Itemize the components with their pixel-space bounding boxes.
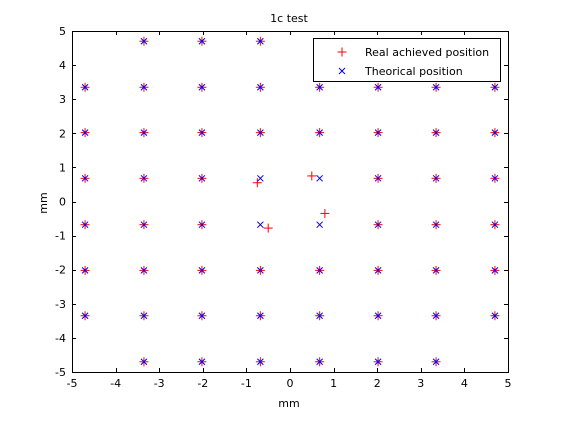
y-axis-label: mm — [37, 192, 50, 213]
x-tick-label: 3 — [417, 377, 424, 390]
legend-label: Theorical position — [364, 65, 463, 78]
data-point-x-marker — [140, 174, 148, 182]
x-tick-label: -5 — [67, 377, 78, 390]
data-point-x-marker — [81, 83, 89, 91]
data-point-x-marker — [198, 267, 206, 274]
data-point-x-marker — [198, 83, 206, 91]
data-point-plus-marker — [307, 171, 317, 181]
data-point-plus-marker — [320, 208, 330, 218]
x-tick-label: -4 — [110, 377, 121, 390]
data-point-x-marker — [198, 129, 206, 136]
data-point-x-marker — [316, 267, 324, 274]
data-point-x-marker — [432, 267, 440, 274]
data-point-x-marker — [256, 221, 264, 229]
series-theorical — [81, 37, 499, 366]
y-tick-label: 3 — [59, 93, 66, 106]
y-tick-label: 1 — [59, 161, 66, 174]
data-point-x-marker — [198, 221, 206, 229]
x-tick-label: 0 — [287, 377, 294, 390]
axis-ticks: -5 -4 -3 -2 -1 0 1 2 3 4 5 -5 -4 -3 -2 -1 0 1 2 3 4 5 — [55, 25, 511, 390]
x-tick-label: 4 — [461, 377, 468, 390]
x-axis-label: mm — [278, 397, 299, 410]
data-point-plus-marker — [252, 178, 262, 188]
y-tick-label: -2 — [55, 264, 66, 277]
legend-plus-marker — [337, 47, 347, 57]
chart-title: 1c test — [270, 12, 308, 25]
data-point-x-marker — [256, 174, 264, 182]
data-point-x-marker — [256, 267, 264, 274]
data-point-x-marker — [81, 174, 89, 182]
data-point-x-marker — [198, 174, 206, 182]
y-tick-label: -3 — [55, 298, 66, 311]
data-point-x-marker — [198, 358, 206, 366]
legend: Real achieved position Theorical position — [313, 38, 501, 82]
y-tick-label: 2 — [59, 127, 66, 140]
y-tick-label: -1 — [55, 230, 66, 243]
data-point-x-marker — [140, 129, 148, 136]
data-point-x-marker — [491, 221, 499, 229]
y-tick-label: 0 — [59, 196, 66, 209]
data-point-x-marker — [256, 37, 264, 45]
data-point-x-marker — [140, 267, 148, 274]
data-point-x-marker — [491, 267, 499, 274]
data-point-x-marker — [374, 221, 382, 229]
data-points — [80, 36, 500, 367]
data-point-x-marker — [256, 129, 264, 136]
data-point-x-marker — [81, 312, 89, 320]
y-tick-label: -4 — [55, 332, 66, 345]
data-point-x-marker — [374, 267, 382, 274]
data-point-x-marker — [374, 174, 382, 182]
y-tick-label: 4 — [59, 59, 66, 72]
data-point-x-marker — [256, 312, 264, 320]
data-point-plus-marker — [263, 223, 273, 233]
data-point-x-marker — [432, 221, 440, 229]
data-point-x-marker — [374, 129, 382, 136]
x-tick-label: -3 — [154, 377, 165, 390]
data-point-x-marker — [140, 83, 148, 91]
data-point-x-marker — [432, 83, 440, 91]
x-tick-label: -1 — [241, 377, 252, 390]
data-point-x-marker — [140, 221, 148, 229]
y-tick-label: 5 — [59, 25, 66, 38]
data-point-x-marker — [316, 221, 324, 229]
y-tick-label: -5 — [55, 366, 66, 379]
data-point-x-marker — [140, 358, 148, 366]
data-point-x-marker — [491, 312, 499, 320]
data-point-x-marker — [432, 174, 440, 182]
data-point-x-marker — [140, 312, 148, 320]
data-point-x-marker — [316, 358, 324, 366]
legend-x-marker — [338, 67, 346, 75]
x-tick-label: -2 — [197, 377, 208, 390]
data-point-x-marker — [81, 221, 89, 229]
plot-frame — [72, 31, 509, 373]
data-point-x-marker — [432, 129, 440, 136]
data-point-x-marker — [374, 358, 382, 366]
data-point-x-marker — [374, 312, 382, 320]
data-point-x-marker — [81, 267, 89, 274]
x-tick-label: 1 — [330, 377, 337, 390]
data-point-x-marker — [256, 83, 264, 91]
data-point-x-marker — [140, 37, 148, 45]
data-point-x-marker — [256, 358, 264, 366]
data-point-x-marker — [316, 129, 324, 136]
data-point-x-marker — [374, 83, 382, 91]
x-tick-label: 5 — [505, 377, 512, 390]
data-point-x-marker — [316, 312, 324, 320]
data-point-x-marker — [316, 83, 324, 91]
legend-label: Real achieved position — [365, 46, 489, 59]
data-point-x-marker — [81, 129, 89, 136]
x-tick-label: 2 — [374, 377, 381, 390]
data-point-x-marker — [432, 312, 440, 320]
data-point-x-marker — [491, 174, 499, 182]
data-point-x-marker — [491, 83, 499, 91]
data-point-x-marker — [198, 312, 206, 320]
data-point-x-marker — [198, 37, 206, 45]
data-point-x-marker — [491, 129, 499, 136]
data-point-x-marker — [432, 358, 440, 366]
data-point-x-marker — [316, 174, 324, 182]
